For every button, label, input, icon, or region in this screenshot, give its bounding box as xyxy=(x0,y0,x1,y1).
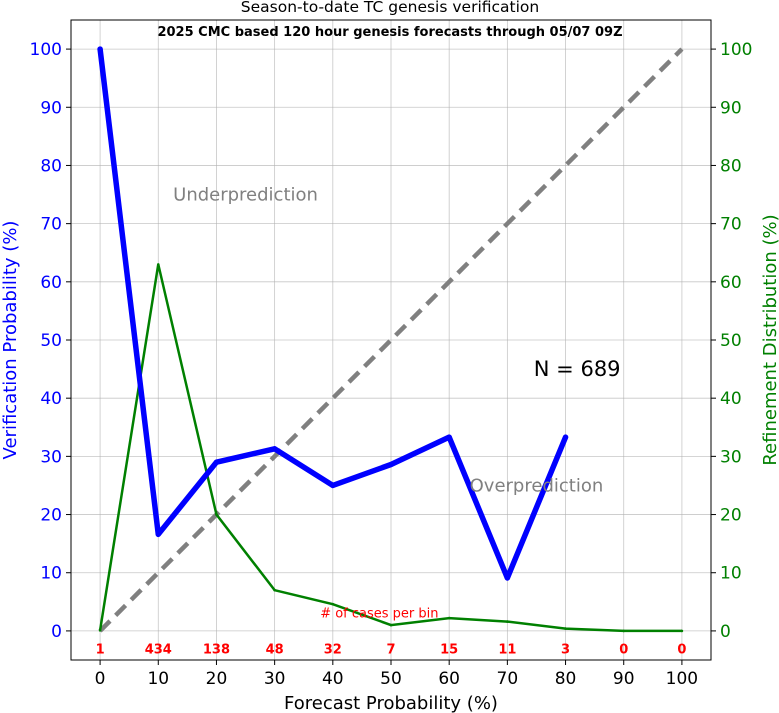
right-y-tick-label: 50 xyxy=(720,331,742,351)
verification-point xyxy=(97,46,103,52)
x-tick-label: 50 xyxy=(380,669,402,689)
x-tick-label: 80 xyxy=(555,669,577,689)
bin-count-label: 3 xyxy=(561,642,570,657)
x-tick-label: 30 xyxy=(264,669,286,689)
refinement-point xyxy=(331,602,335,606)
verification-point xyxy=(272,446,278,452)
verification-point xyxy=(155,531,161,537)
refinement-point xyxy=(622,629,626,633)
bin-count-label: 32 xyxy=(324,642,342,657)
bin-count-label: 11 xyxy=(498,642,516,657)
right-y-axis-label: Refinement Distribution (%) xyxy=(760,214,779,465)
left-y-tick-label: 0 xyxy=(51,622,62,642)
right-y-tick-label: 80 xyxy=(720,156,742,176)
grid xyxy=(71,20,711,660)
left-y-tick-label: 50 xyxy=(40,331,62,351)
x-tick-label: 20 xyxy=(206,669,228,689)
left-y-tick-label: 10 xyxy=(40,564,62,584)
bin-count-label: 0 xyxy=(677,642,686,657)
left-y-tick-label: 100 xyxy=(30,40,62,60)
verification-point xyxy=(330,482,336,489)
data-points xyxy=(97,46,684,633)
bin-counts-title: # of cases per bin xyxy=(320,606,438,621)
refinement-point xyxy=(98,629,102,632)
overprediction-label: Overprediction xyxy=(470,475,604,496)
chart-title: Season-to-date TC genesis verification xyxy=(241,0,539,16)
left-y-tick-label: 20 xyxy=(40,506,62,526)
bin-count-label: 434 xyxy=(145,642,172,657)
left-y-tick-label: 30 xyxy=(40,447,62,467)
bin-count-label: 0 xyxy=(619,642,628,657)
left-y-tick-label: 90 xyxy=(40,98,62,118)
verification-point xyxy=(213,459,220,465)
refinement-point xyxy=(680,629,684,633)
x-tick-label: 100 xyxy=(666,669,698,689)
verification-point xyxy=(446,434,452,440)
right-y-tick-label: 90 xyxy=(720,98,742,118)
refinement-point xyxy=(215,513,218,516)
refinement-point xyxy=(156,263,160,266)
bin-count-label: 7 xyxy=(386,642,395,657)
bin-count-label: 48 xyxy=(266,642,284,657)
right-y-tick-label: 0 xyxy=(720,622,731,642)
left-y-tick-label: 70 xyxy=(40,215,62,235)
bin-count-label: 1 xyxy=(96,642,105,657)
bin-count-label: 15 xyxy=(440,642,458,657)
sample-size-label: N = 689 xyxy=(534,357,621,381)
x-tick-label: 0 xyxy=(95,669,106,689)
left-y-axis-label: Verification Probability (%) xyxy=(0,221,21,460)
left-y-tick-label: 40 xyxy=(40,389,62,409)
right-y-tick-label: 60 xyxy=(720,273,742,293)
right-y-tick-label: 20 xyxy=(720,506,742,526)
x-tick-label: 70 xyxy=(497,669,519,689)
bin-count-label: 138 xyxy=(203,642,230,657)
verification-point xyxy=(504,575,510,581)
x-tick-label: 10 xyxy=(147,669,169,689)
refinement-point xyxy=(564,627,567,630)
x-tick-label: 40 xyxy=(322,669,344,689)
right-y-tick-label: 70 xyxy=(720,215,742,235)
x-tick-label: 90 xyxy=(613,669,635,689)
perfect-reliability-line xyxy=(98,47,684,633)
underprediction-label: Underprediction xyxy=(173,185,318,206)
right-y-tick-label: 10 xyxy=(720,564,742,584)
x-axis-label: Forecast Probability (%) xyxy=(284,693,498,713)
chart-subtitle: 2025 CMC based 120 hour genesis forecast… xyxy=(157,25,622,40)
refinement-point xyxy=(273,588,276,592)
refinement-point xyxy=(447,616,451,620)
refinement-point xyxy=(389,623,393,627)
left-y-tick-label: 80 xyxy=(40,156,62,176)
right-y-tick-label: 30 xyxy=(720,447,742,467)
verification-point xyxy=(562,434,569,440)
x-tick-label: 60 xyxy=(438,669,460,689)
refinement-point xyxy=(506,620,509,623)
verification-point xyxy=(388,461,394,468)
bin-counts: 1 434 138 48 32 7 15 11 3 0 0 xyxy=(96,642,687,657)
left-y-tick-label: 60 xyxy=(40,273,62,293)
right-y-tick-label: 40 xyxy=(720,389,742,409)
right-y-tick-label: 100 xyxy=(720,40,752,60)
